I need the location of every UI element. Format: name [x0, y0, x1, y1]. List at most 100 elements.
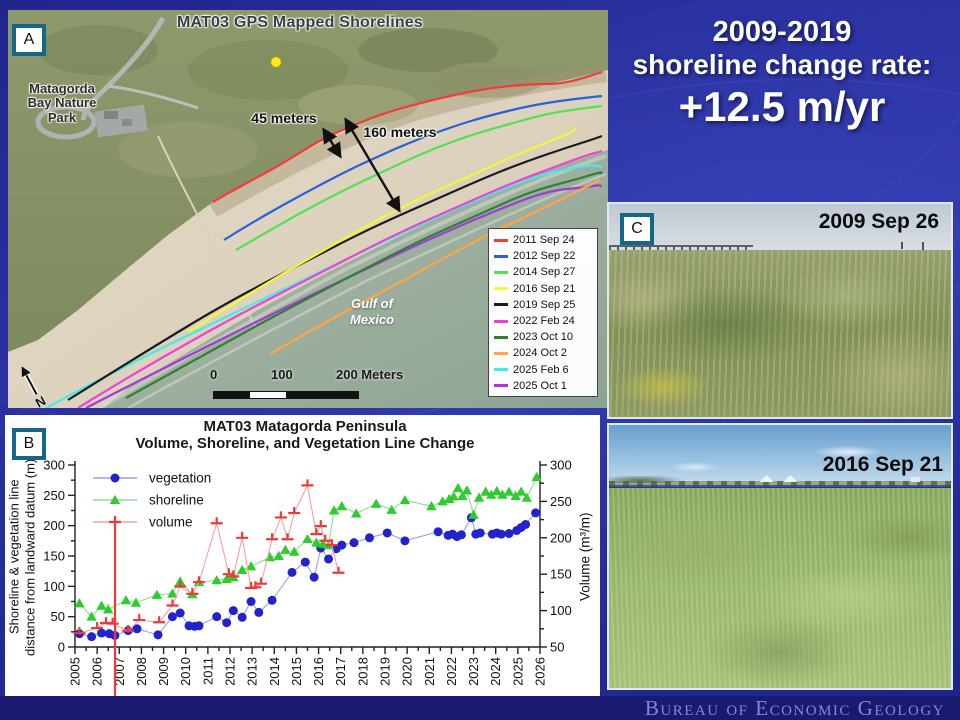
plus-marker: [310, 528, 323, 536]
legend-date-label: 2011 Sep 24: [513, 234, 575, 247]
park-roads: [35, 16, 257, 329]
year-tick-label: 2015: [289, 657, 304, 686]
circle-marker: [132, 624, 142, 634]
circle-marker: [212, 612, 222, 622]
photo-2009: 2009 Sep 26: [607, 202, 953, 419]
circle-marker: [324, 554, 334, 564]
circle-marker: [237, 612, 247, 622]
plus-marker: [133, 614, 146, 622]
headline-label: shoreline change rate:: [632, 49, 932, 81]
park-label-line: Matagorda: [29, 81, 95, 96]
legend-line-swatch: [494, 303, 508, 307]
plus-marker: [122, 624, 135, 633]
year-tick-label: 2026: [533, 657, 548, 686]
legend-date-label: 2023 Oct 10: [513, 331, 573, 344]
legend-line-swatch: [494, 319, 508, 323]
distant-dunes: [609, 476, 712, 484]
shoreline-2024oct2: [269, 179, 601, 355]
shoreline-traces: [45, 70, 603, 408]
chart-legend-entry: vegetation: [93, 471, 211, 486]
triangle-marker: [130, 597, 142, 607]
map-legend-row: 2023 Oct 10: [494, 329, 593, 345]
headline: 2009-2019 shoreline change rate: +12.5 m…: [608, 16, 956, 132]
year-tick-label: 2022: [444, 657, 459, 686]
triangle-marker: [531, 471, 542, 482]
map-panel: N MAT03 GPS Mapped Shorelines Matagorda …: [8, 10, 608, 408]
shoreline-2011sep24: [212, 70, 603, 203]
chart-legend-entry: shoreline: [93, 493, 204, 508]
triangle-marker: [245, 561, 257, 571]
plus-marker: [325, 539, 338, 547]
foam-line: [127, 172, 607, 408]
shoreline-series: [74, 471, 542, 621]
circle-marker: [309, 572, 319, 582]
map-legend-row: 2014 Sep 27: [494, 264, 593, 280]
year-tick-label: 2020: [400, 657, 415, 686]
right-tick-label: 200: [550, 530, 572, 545]
triangle-marker: [120, 595, 132, 605]
legend-line-swatch: [494, 384, 508, 388]
circle-marker: [456, 530, 466, 540]
map-legend-row: 2012 Sep 22: [494, 248, 593, 264]
triangle-marker: [510, 490, 521, 500]
legend-date-label: 2025 Feb 6: [513, 363, 569, 376]
circle-marker: [167, 612, 177, 622]
right-tick-label: 250: [550, 494, 572, 509]
photo-2016-sky: [609, 425, 951, 486]
triangle-marker: [486, 489, 497, 499]
gulf-water: [103, 150, 608, 408]
circle-marker: [504, 529, 514, 539]
triangle-marker: [289, 546, 300, 556]
plus-marker: [153, 616, 166, 624]
map-legend-row: 2019 Sep 25: [494, 297, 593, 313]
photo-2009-dune-vegetation: [609, 249, 951, 417]
year-tick-label: 2014: [267, 657, 282, 686]
legend-line-swatch: [494, 270, 508, 274]
triangle-marker: [521, 492, 532, 502]
station-marker-dot: [270, 56, 282, 68]
triangle-marker: [311, 537, 322, 547]
plus-marker: [109, 516, 121, 720]
headline-rate: +12.5 m/yr: [678, 82, 886, 130]
triangle-marker: [167, 588, 178, 598]
legend-line-swatch: [494, 368, 508, 372]
triangle-marker: [86, 611, 97, 621]
scalebar: [213, 391, 359, 399]
circle-marker: [475, 528, 485, 538]
triangle-marker: [74, 598, 85, 608]
right-axis-label: Volume (m³/m): [577, 512, 593, 602]
left-tick-label: 100: [43, 579, 65, 594]
panel-badge-b: B: [12, 428, 46, 460]
horizon-treeline: [609, 481, 951, 488]
map-legend-row: 2025 Oct 1: [494, 378, 593, 394]
circle-marker: [87, 632, 97, 642]
circle-marker: [496, 529, 506, 539]
circle-marker: [382, 528, 392, 538]
shoreline-2016sep21: [187, 127, 577, 333]
plus-marker: [236, 531, 249, 539]
pier-silhouette: [609, 244, 753, 252]
triangle-marker: [211, 575, 222, 585]
circle-marker: [267, 595, 277, 605]
chart-title-line2: Volume, Shoreline, and Vegetation Line C…: [135, 435, 475, 452]
triangle-marker: [444, 493, 455, 503]
left-tick-label: 50: [51, 609, 65, 624]
plus-marker: [274, 511, 287, 519]
left-axis-label-line2: distance from landward datum (m): [22, 458, 38, 656]
triangle-marker: [491, 485, 503, 496]
plus-marker: [73, 627, 86, 635]
circle-marker: [110, 473, 120, 483]
circle-marker: [246, 597, 256, 606]
chart-plot: 0 50 100 150 200 250 300 50 100 150 200 250 300 2005 2…: [43, 458, 572, 720]
year-tick-label: 2012: [223, 657, 238, 686]
triangle-marker: [399, 494, 411, 505]
circle-marker: [300, 557, 310, 567]
legend-line-swatch: [494, 254, 508, 258]
plus-marker: [319, 534, 332, 542]
year-tick-label: 2021: [422, 657, 437, 686]
circle-marker: [153, 630, 163, 640]
legend-line-swatch: [494, 351, 508, 355]
year-tick-label: 2017: [333, 657, 348, 686]
plus-marker: [227, 570, 240, 578]
